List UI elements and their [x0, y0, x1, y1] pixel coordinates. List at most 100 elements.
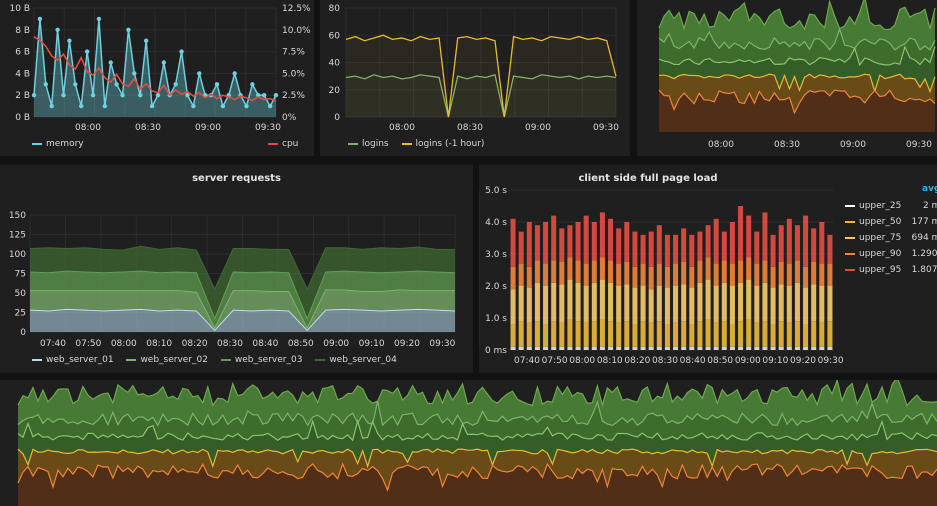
- upper-90-bar: [794, 260, 800, 283]
- legend-item-web-server-03[interactable]: web_server_03: [220, 355, 302, 365]
- web-server-03-area: [30, 271, 455, 329]
- memory-point: [61, 93, 66, 98]
- memory-point: [149, 103, 155, 109]
- upper-50-bar: [705, 319, 711, 347]
- page-load-title: client side full page load: [578, 173, 718, 184]
- upper-95-bar: [705, 225, 711, 258]
- upper-50-bar: [689, 324, 695, 347]
- upper-50-bar: [575, 321, 581, 347]
- legend-item-web-server-04[interactable]: web_server_04: [315, 355, 397, 365]
- x-tick-label: 09:10: [359, 339, 385, 349]
- upper-90-bar: [673, 263, 679, 286]
- upper-75-bar: [762, 282, 768, 322]
- upper-25-bar: [543, 346, 549, 350]
- y-tick-label: 0: [20, 328, 26, 338]
- x-tick-label: 09:30: [906, 140, 932, 150]
- upper-25-bar: [534, 346, 540, 350]
- upper-75-bar: [770, 287, 776, 325]
- y-tick-label: 0 ms: [485, 346, 507, 356]
- top-right-panel[interactable]: 08:00 08:30 09:00 09:30: [637, 0, 937, 156]
- upper-95-bar: [567, 225, 573, 258]
- x-tick-label: 09:00: [525, 123, 551, 133]
- upper-50-bar: [624, 321, 630, 347]
- web-server-01-line: [29, 308, 456, 332]
- y2-tick-label: 0%: [282, 113, 297, 123]
- upper-75-bar: [583, 286, 589, 323]
- upper-50-bar: [778, 321, 784, 347]
- upper-90-bar: [705, 257, 711, 280]
- legend-item-memory[interactable]: memory: [32, 139, 84, 149]
- logins-prev-line: [345, 34, 617, 118]
- x-tick-label: 08:30: [457, 123, 483, 133]
- x-tick-label: 08:00: [75, 123, 101, 133]
- upper-50-bar: [803, 324, 809, 347]
- memory-point: [250, 82, 255, 87]
- upper-95-bar: [526, 222, 532, 267]
- memory-cpu-panel[interactable]: 10 B 8 B 6 B 4 B 2 B 0 B 12.5% 10.0% 7.5% 5.0% 2.5…: [0, 0, 314, 156]
- legend-label-web-server-01: web_server_01: [46, 355, 114, 365]
- memory-point: [102, 103, 108, 109]
- upper-95-bar: [543, 222, 549, 264]
- upper-95-bar: [697, 231, 703, 261]
- upper-75-bar: [656, 286, 662, 322]
- upper-75-bar: [526, 287, 532, 323]
- legend-item-upper-50[interactable]: upper_50 177 ms: [845, 214, 937, 230]
- server-requests-panel[interactable]: server requests 150 125 100 75 50 25 0 07:40 07:…: [0, 165, 473, 373]
- legend-item-upper-75[interactable]: upper_75 694 ms: [845, 230, 937, 246]
- legend-item-upper-95[interactable]: upper_95 1.807 s: [845, 262, 937, 278]
- legend-item-cpu[interactable]: cpu: [268, 139, 298, 149]
- upper-50-bar: [664, 324, 670, 347]
- y2-tick-label: 12.5%: [282, 4, 311, 14]
- cpu-line: [33, 36, 277, 103]
- upper-75-bar: [754, 286, 760, 323]
- memory-point: [132, 71, 137, 76]
- upper-25-bar: [705, 346, 711, 350]
- y-tick-label: 125: [9, 231, 26, 241]
- upper-25-bar: [648, 346, 654, 350]
- memory-point: [49, 103, 54, 109]
- upper-95-bar: [746, 215, 752, 258]
- legend-item-upper-90[interactable]: upper_90 1.290 s: [845, 246, 937, 262]
- legend-item-logins[interactable]: logins: [348, 139, 389, 149]
- web-server-02-line: [30, 289, 455, 330]
- upper-75-bar: [673, 286, 679, 323]
- upper-75-bar: [559, 284, 565, 323]
- upper-50-bar: [754, 322, 760, 347]
- upper-95-bar: [778, 225, 784, 262]
- upper-25-bar: [518, 346, 524, 350]
- memory-point: [84, 49, 90, 54]
- memory-point: [173, 82, 178, 87]
- upper-95-bar: [664, 234, 670, 267]
- logins-prev-area: [346, 35, 616, 117]
- upper-75-bar: [827, 286, 833, 322]
- memory-point: [267, 103, 273, 109]
- memory-point: [138, 93, 143, 98]
- x-tick-label: 07:40: [40, 339, 66, 349]
- bottom-panel[interactable]: [0, 380, 937, 506]
- legend-item-web-server-01[interactable]: web_server_01: [32, 355, 114, 365]
- memory-point: [214, 82, 220, 87]
- legend-item-logins-prev[interactable]: logins (-1 hour): [401, 139, 484, 149]
- upper-95-bar: [770, 234, 776, 267]
- logins-panel[interactable]: 80 60 40 20 0 08:00 08:30 09:00 09:30 logins log…: [320, 0, 630, 156]
- bottom-band-line: [17, 380, 937, 408]
- upper-75-bar: [746, 279, 752, 320]
- upper-50-bar: [599, 319, 605, 347]
- upper-90-bar: [664, 266, 670, 288]
- upper-75-bar: [664, 287, 670, 325]
- upper-50-bar: [786, 322, 792, 347]
- upper-95-bar: [681, 228, 687, 262]
- upper-50-bar: [534, 321, 540, 347]
- upper-75-bar: [599, 279, 605, 320]
- upper-95-bar: [559, 228, 565, 262]
- x-tick-label: 09:30: [593, 123, 619, 133]
- upper-95-bar: [713, 218, 719, 264]
- upper-75-swatch: [845, 236, 855, 239]
- upper-50-bar: [559, 322, 565, 347]
- legend-item-web-server-02[interactable]: web_server_02: [126, 355, 208, 365]
- legend-label-upper-75: upper_75: [859, 233, 902, 243]
- upper-50-bar: [738, 321, 744, 347]
- page-load-panel[interactable]: client side full page load 5.0 s 4.0 s 3.0…: [479, 165, 937, 373]
- legend-item-upper-25[interactable]: upper_25 2 ms: [845, 198, 937, 214]
- y-tick-label: 0 B: [15, 113, 30, 123]
